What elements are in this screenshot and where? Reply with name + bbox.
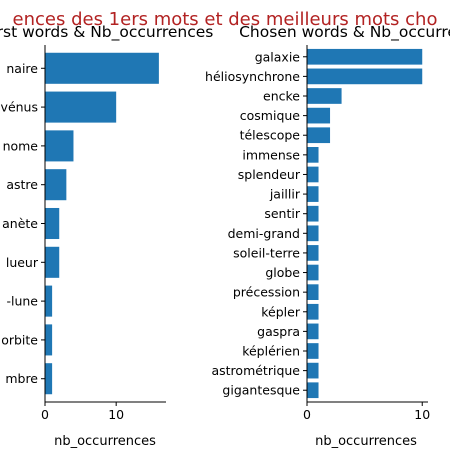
left-chart-panel: rst words & Nb_occurrences nb_occurrence… xyxy=(0,23,213,449)
right-chart-y-tick-label: sentir xyxy=(264,206,300,221)
left-chart-bars xyxy=(45,52,159,395)
right-chart-bar xyxy=(307,147,319,163)
left-chart-y-tick-label: astre xyxy=(6,177,38,192)
right-chart-y-tick-label: astrométrique xyxy=(211,363,300,378)
right-chart-bar xyxy=(307,88,342,104)
left-chart-x-tick-label: 10 xyxy=(108,407,124,422)
left-chart-y-tick-label: vénus xyxy=(1,100,38,115)
left-chart-y-tick-label: orbite xyxy=(1,332,38,347)
right-chart-y-tick-label: cosmique xyxy=(240,108,301,123)
right-chart-bar xyxy=(307,225,319,242)
right-chart-bar xyxy=(307,323,319,340)
left-chart-x-tick-label: 0 xyxy=(41,407,49,422)
right-chart-xlabel: nb_occurrences xyxy=(315,434,417,449)
right-chart-bar xyxy=(307,343,319,359)
right-chart-y-tick-label: globe xyxy=(265,265,300,280)
right-chart-bar xyxy=(307,127,331,144)
left-chart-y-tick-label: naire xyxy=(6,61,38,76)
left-chart-bar xyxy=(45,91,117,123)
left-chart-x-ticks: 0 10 xyxy=(41,402,124,422)
right-chart-y-tick-label: képler xyxy=(261,304,301,319)
left-chart-y-tick-label: lueur xyxy=(6,255,39,270)
left-chart-y-tick-label: anète xyxy=(2,216,38,231)
left-chart-bar xyxy=(45,52,159,84)
right-chart-bar xyxy=(307,284,319,300)
left-chart-bar xyxy=(45,246,60,278)
right-chart-y-tick-label: immense xyxy=(242,147,300,162)
left-chart-bar xyxy=(45,169,67,201)
left-chart-y-tick-label: mbre xyxy=(5,371,38,386)
right-chart-bar xyxy=(307,186,319,202)
right-chart-bar xyxy=(307,166,319,183)
left-chart-axes xyxy=(44,45,166,403)
left-chart-bar xyxy=(45,285,53,317)
right-chart-title: Chosen words & Nb_occurrences xyxy=(239,23,450,42)
right-chart-bar xyxy=(307,264,319,281)
right-chart-bar xyxy=(307,382,319,399)
right-chart-y-tick-label: splendeur xyxy=(238,167,301,182)
right-chart-y-ticks: galaxie héliosynchrone encke cosmique télesc… xyxy=(205,49,307,398)
right-chart-y-tick-label: soleil-terre xyxy=(233,245,300,260)
left-chart-bar xyxy=(45,130,74,162)
right-chart-y-tick-label: télescope xyxy=(240,128,301,143)
right-chart-x-tick-label: 0 xyxy=(303,407,311,422)
right-chart-y-tick-label: précession xyxy=(233,285,300,300)
right-chart-bar xyxy=(307,362,319,379)
right-chart-bar xyxy=(307,107,331,124)
right-chart-bar xyxy=(307,245,319,261)
right-chart-bar xyxy=(307,205,319,222)
right-chart-y-tick-label: demi-grand xyxy=(228,226,300,241)
left-chart-y-ticks: naire vénus nome astre anète lueur -lune orbite… xyxy=(1,61,45,386)
right-chart-y-tick-label: képlérien xyxy=(242,344,300,359)
figure-suptitle: ences des 1ers mots et des meilleurs mot… xyxy=(13,9,438,30)
left-chart-title: rst words & Nb_occurrences xyxy=(0,23,213,42)
right-chart-y-tick-label: gaspra xyxy=(257,324,300,339)
right-chart-bar xyxy=(307,303,319,320)
right-chart-y-tick-label: galaxie xyxy=(255,49,301,64)
left-chart-y-tick-label: -lune xyxy=(6,294,38,309)
right-chart-x-ticks: 0 10 xyxy=(303,402,430,422)
right-chart-y-tick-label: encke xyxy=(263,89,300,104)
left-chart-y-tick-label: nome xyxy=(3,138,39,153)
left-chart-bar xyxy=(45,324,53,356)
left-chart-bar xyxy=(45,363,53,395)
right-chart-bars xyxy=(307,48,423,399)
right-chart-panel: Chosen words & Nb_occurrences nb_occurre… xyxy=(205,23,450,449)
right-chart-x-tick-label: 10 xyxy=(414,407,430,422)
right-chart-y-tick-label: héliosynchrone xyxy=(205,69,300,84)
right-chart-axes xyxy=(306,45,428,403)
right-chart-bar xyxy=(307,48,423,65)
right-chart-bar xyxy=(307,68,423,85)
right-chart-y-tick-label: jaillir xyxy=(269,187,301,202)
right-chart-y-tick-label: gigantesque xyxy=(222,383,300,398)
left-chart-bar xyxy=(45,207,60,240)
left-chart-xlabel: nb_occurrences xyxy=(54,434,156,449)
